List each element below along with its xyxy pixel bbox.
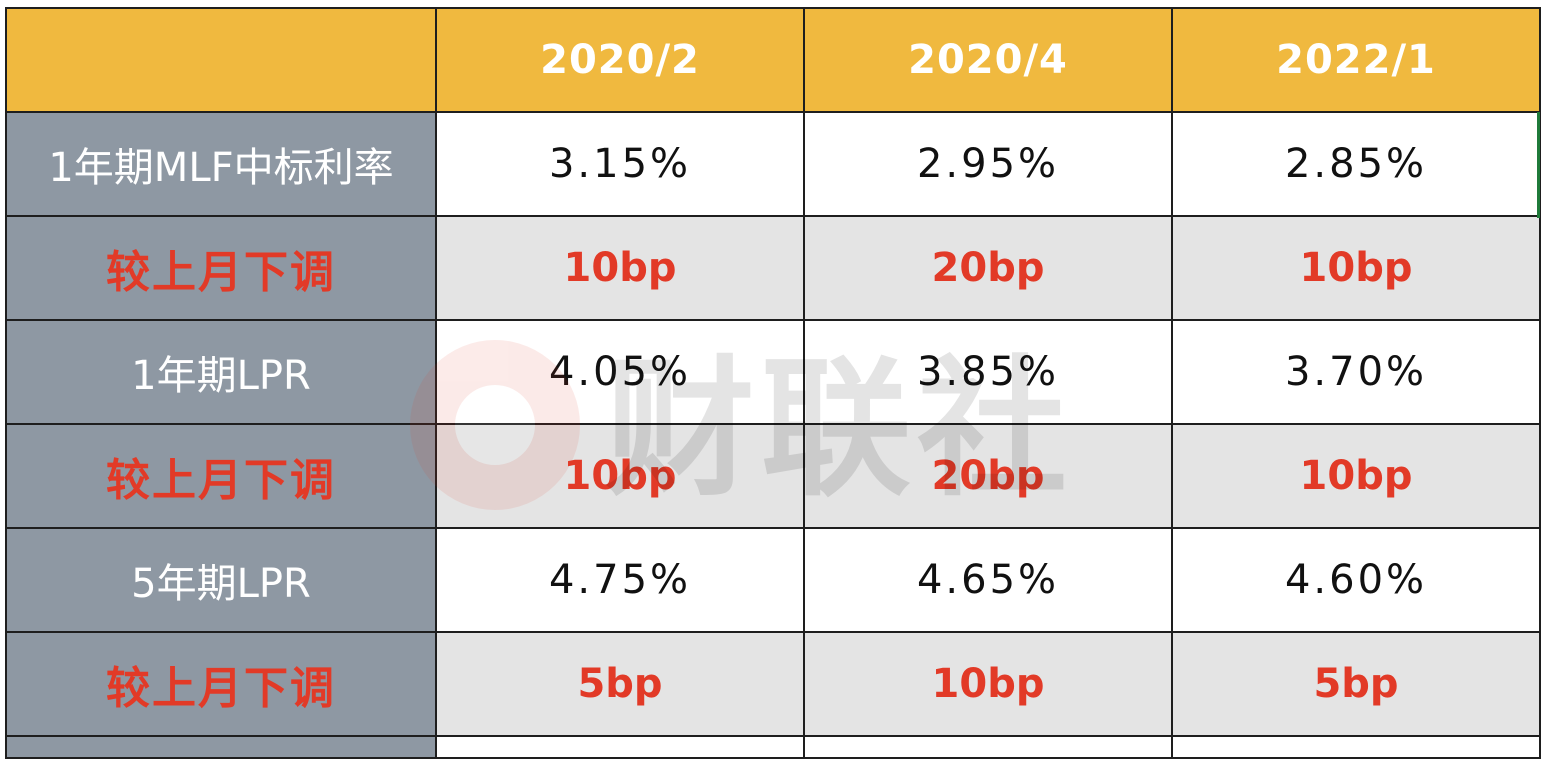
table-cell[interactable]: 4.75% (435, 527, 805, 633)
table-cell[interactable]: 10bp (1171, 215, 1541, 321)
table-cell[interactable]: 10bp (803, 631, 1173, 737)
table-cell[interactable] (435, 735, 805, 759)
table-cell[interactable]: 4.60% (1171, 527, 1541, 633)
table-row-5y-lpr-cut: 较上月下调 5bp 10bp 5bp (5, 631, 1541, 737)
table-cell[interactable]: 3.85% (803, 319, 1173, 425)
table-cell[interactable] (803, 735, 1173, 759)
table-cell[interactable]: 10bp (435, 423, 805, 529)
rate-table-sheet: 2020/2 2020/4 2022/1 1年期MLF中标利率 3.15% 2.… (5, 7, 1541, 767)
cell-selection-edge (1537, 112, 1540, 218)
table-row-1y-lpr-cut: 较上月下调 10bp 20bp 10bp (5, 423, 1541, 529)
rate-table: 2020/2 2020/4 2022/1 1年期MLF中标利率 3.15% 2.… (5, 7, 1541, 759)
table-cell[interactable]: 20bp (803, 423, 1173, 529)
table-cell[interactable]: 2.95% (803, 111, 1173, 217)
table-cell[interactable]: 4.65% (803, 527, 1173, 633)
table-cell[interactable]: 20bp (803, 215, 1173, 321)
row-label-5y-lpr-cut[interactable]: 较上月下调 (5, 631, 437, 737)
table-row-5y-lpr: 5年期LPR 4.75% 4.65% 4.60% (5, 527, 1541, 633)
table-header-row: 2020/2 2020/4 2022/1 (5, 7, 1541, 113)
table-cell[interactable]: 10bp (435, 215, 805, 321)
table-cell[interactable] (1171, 735, 1541, 759)
table-cell[interactable]: 5bp (1171, 631, 1541, 737)
table-cell[interactable]: 10bp (1171, 423, 1541, 529)
header-corner-cell[interactable] (5, 7, 437, 113)
table-cell[interactable]: 4.05% (435, 319, 805, 425)
header-cell-2020-2[interactable]: 2020/2 (435, 7, 805, 113)
table-cell[interactable]: 5bp (435, 631, 805, 737)
row-label-1y-lpr-cut[interactable]: 较上月下调 (5, 423, 437, 529)
table-row-partial (5, 735, 1541, 759)
row-label-mlf-cut[interactable]: 较上月下调 (5, 215, 437, 321)
table-row-mlf-rate: 1年期MLF中标利率 3.15% 2.95% 2.85% (5, 111, 1541, 217)
header-cell-2022-1[interactable]: 2022/1 (1171, 7, 1541, 113)
header-cell-2020-4[interactable]: 2020/4 (803, 7, 1173, 113)
row-label-partial[interactable] (5, 735, 437, 759)
table-row-1y-lpr: 1年期LPR 4.05% 3.85% 3.70% (5, 319, 1541, 425)
table-cell[interactable]: 3.15% (435, 111, 805, 217)
row-label-5y-lpr[interactable]: 5年期LPR (5, 527, 437, 633)
row-label-1y-lpr[interactable]: 1年期LPR (5, 319, 437, 425)
table-cell[interactable]: 3.70% (1171, 319, 1541, 425)
table-cell[interactable]: 2.85% (1171, 111, 1541, 217)
row-label-mlf-rate[interactable]: 1年期MLF中标利率 (5, 111, 437, 217)
table-row-mlf-cut: 较上月下调 10bp 20bp 10bp (5, 215, 1541, 321)
